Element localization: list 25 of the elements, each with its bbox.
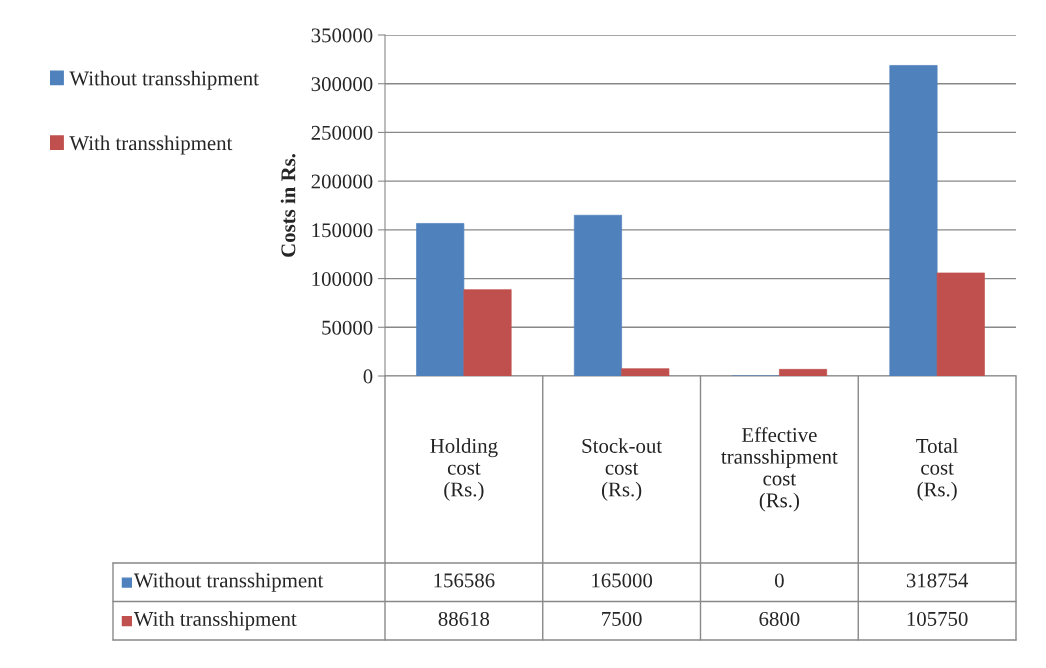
- data-label: 7500: [602, 611, 642, 626]
- data-label: 105750: [907, 611, 968, 626]
- x-tick-label: Holding cost (Rs.): [430, 438, 498, 501]
- data-label: 0: [774, 573, 784, 588]
- legend-label: Without transshipment: [69, 70, 259, 90]
- x-tick-label: Stock-out cost (Rs.): [582, 438, 663, 501]
- text: Without transshipment: [133, 572, 324, 592]
- data-label: 88618: [438, 611, 490, 626]
- data-label: 165000: [592, 573, 653, 588]
- y-tick-label: 300000: [311, 77, 373, 92]
- data-label: 318754: [906, 573, 969, 588]
- y-tick-label: 150000: [312, 223, 373, 238]
- data-label: 6800: [759, 611, 800, 626]
- y-axis-title: Costs in Rs.: [280, 154, 296, 257]
- y-tick-label: 250000: [311, 125, 373, 140]
- x-tick-label: Effective transshipment cost (Rs.): [721, 427, 838, 512]
- y-tick-label: 100000: [312, 271, 373, 286]
- text: With transshipment: [133, 611, 297, 631]
- legend-label: With transshipment: [69, 135, 233, 155]
- y-tick-label: 0: [363, 369, 373, 384]
- y-tick-label: 200000: [311, 174, 373, 189]
- y-tick-label: 50000: [322, 320, 373, 335]
- x-tick-label: Total cost (Rs.): [916, 438, 958, 501]
- data-label: 156586: [434, 573, 495, 588]
- y-tick-label: 350000: [311, 28, 373, 43]
